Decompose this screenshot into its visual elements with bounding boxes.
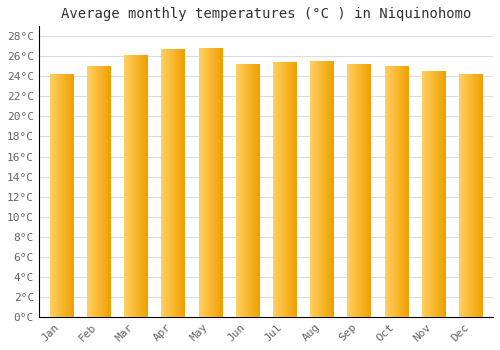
- Title: Average monthly temperatures (°C ) in Niquinohomo: Average monthly temperatures (°C ) in Ni…: [60, 7, 471, 21]
